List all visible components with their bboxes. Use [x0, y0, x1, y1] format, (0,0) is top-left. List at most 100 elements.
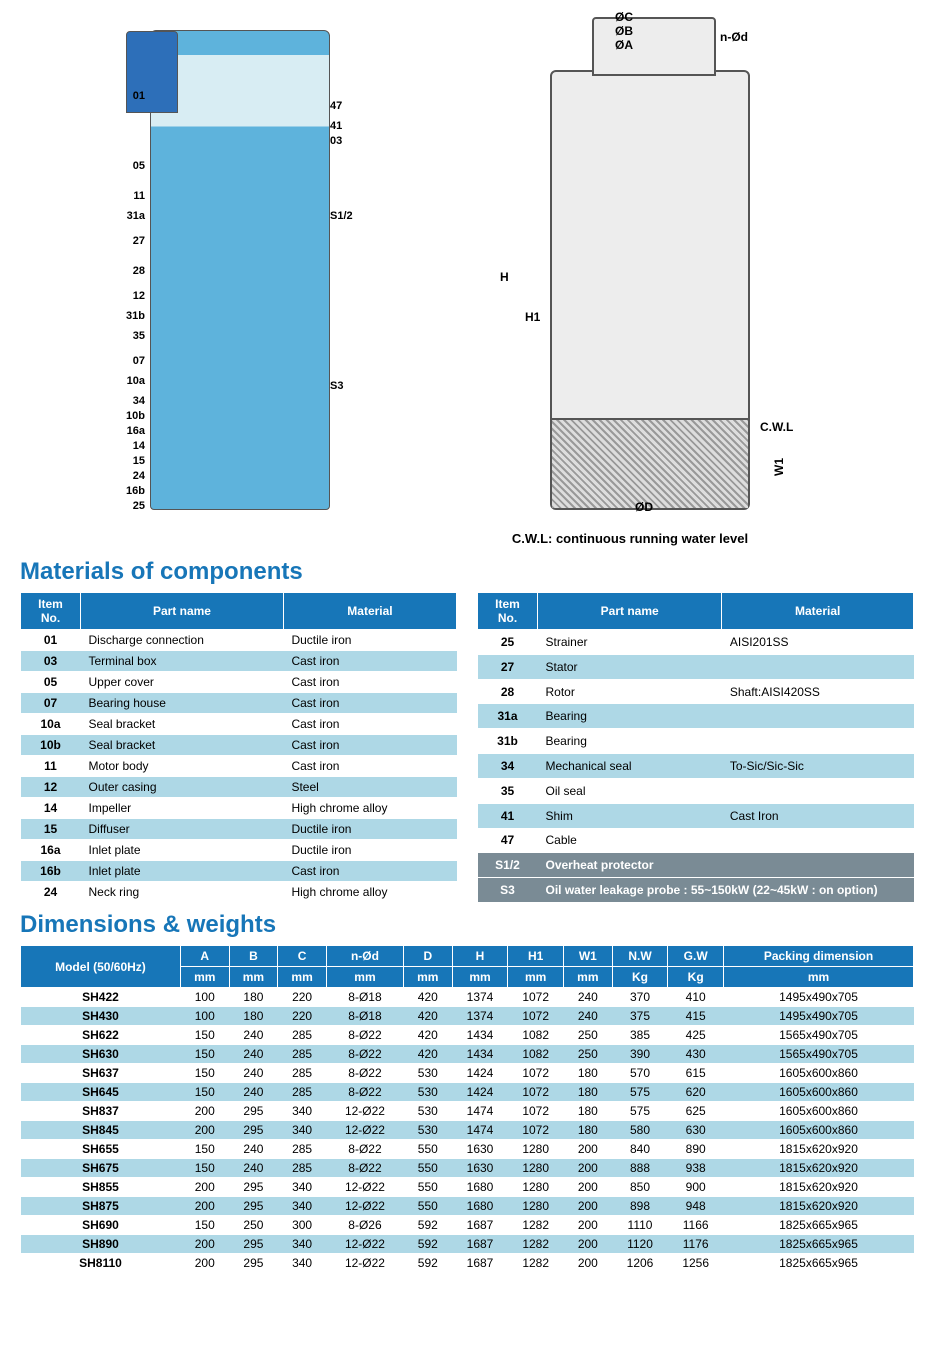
callout-05: 05 — [110, 160, 145, 172]
materials-table-left: Item No.Part nameMaterial 01Discharge co… — [20, 592, 457, 903]
table-row: SH6551502402858-Ø22550163012802008408901… — [21, 1140, 914, 1159]
cwl-note: C.W.L: continuous running water level — [440, 531, 820, 546]
col-header: n-Ød — [326, 946, 403, 967]
table-row: SH6301502402858-Ø22420143410822503904301… — [21, 1045, 914, 1064]
col-header: H — [452, 946, 508, 967]
callout-10a: 10a — [110, 375, 145, 387]
dim-h1: H1 — [525, 310, 540, 324]
outline-diagram: ØC ØB ØA n-Ød H H1 W1 ØD C.W.L C.W.L: co… — [440, 10, 820, 540]
callout-15: 15 — [110, 455, 145, 467]
materials-tables: Item No.Part nameMaterial 01Discharge co… — [0, 592, 934, 903]
table-row: 16bInlet plateCast iron — [21, 861, 457, 882]
col-header: Part name — [81, 593, 284, 630]
callout-11: 11 — [110, 190, 145, 202]
dim-cwl: C.W.L — [760, 420, 793, 434]
col-header: Material — [283, 593, 456, 630]
unit-header: mm — [403, 967, 452, 988]
table-row: SH83720029534012-Ø2253014741072180575625… — [21, 1102, 914, 1121]
unit-header: mm — [564, 967, 613, 988]
unit-header: mm — [326, 967, 403, 988]
table-row: 16aInlet plateDuctile iron — [21, 840, 457, 861]
table-row: 03Terminal boxCast iron — [21, 651, 457, 672]
cutaway-diagram: 01051131a27281231b350710a3410b16a1415241… — [20, 10, 400, 510]
table-row: 12Outer casingSteel — [21, 777, 457, 798]
callout-S3: S3 — [330, 380, 343, 392]
dim-od: ØD — [635, 500, 653, 514]
table-row: SH84520029534012-Ø2253014741072180580630… — [21, 1121, 914, 1140]
callout-14: 14 — [110, 440, 145, 452]
callout-35: 35 — [110, 330, 145, 342]
table-row: 05Upper coverCast iron — [21, 672, 457, 693]
unit-header: mm — [180, 967, 229, 988]
sensor-row: S3Oil water leakage probe : 55~150kW (22… — [478, 878, 914, 903]
table-row: 31aBearing — [478, 704, 914, 729]
unit-header: mm — [229, 967, 278, 988]
materials-heading: Materials of components — [0, 550, 934, 592]
callout-16a: 16a — [110, 425, 145, 437]
table-row: 35Oil seal — [478, 778, 914, 803]
callout-31a: 31a — [110, 210, 145, 222]
dim-w1: W1 — [772, 458, 786, 476]
col-header: Part name — [538, 593, 722, 630]
table-row: 24Neck ringHigh chrome alloy — [21, 882, 457, 903]
table-row: SH4301001802208-Ø18420137410722403754151… — [21, 1007, 914, 1026]
diagrams-row: 01051131a27281231b350710a3410b16a1415241… — [0, 0, 934, 550]
callout-34: 34 — [110, 395, 145, 407]
table-row: SH4221001802208-Ø18420137410722403704101… — [21, 988, 914, 1007]
col-header: Item No. — [478, 593, 538, 630]
dim-ob: ØB — [615, 24, 633, 38]
dim-oa: ØA — [615, 38, 633, 52]
table-row: 14ImpellerHigh chrome alloy — [21, 798, 457, 819]
table-row: SH6751502402858-Ø22550163012802008889381… — [21, 1159, 914, 1178]
callout-28: 28 — [110, 265, 145, 277]
col-header: A — [180, 946, 229, 967]
unit-header: Kg — [668, 967, 724, 988]
callout-12: 12 — [110, 290, 145, 302]
table-row: SH811020029534012-Ø225921687128220012061… — [21, 1254, 914, 1273]
table-row: 01Discharge connectionDuctile iron — [21, 630, 457, 651]
table-row: SH6901502503008-Ø26592168712822001110116… — [21, 1216, 914, 1235]
callout-10b: 10b — [110, 410, 145, 422]
callout-01: 01 — [110, 90, 145, 102]
col-header: D — [403, 946, 452, 967]
callout-07: 07 — [110, 355, 145, 367]
dimensions-table: Model (50/60Hz)ABCn-ØdDHH1W1N.WG.WPackin… — [20, 945, 914, 1273]
dim-oc: ØC — [615, 10, 633, 24]
callout-25: 25 — [110, 500, 145, 512]
table-row: SH85520029534012-Ø2255016801280200850900… — [21, 1178, 914, 1197]
unit-header: mm — [508, 967, 564, 988]
unit-header: mm — [278, 967, 327, 988]
col-header: W1 — [564, 946, 613, 967]
dim-h: H — [500, 270, 509, 284]
col-header: N.W — [612, 946, 668, 967]
sensor-row: S1/2Overheat protector — [478, 853, 914, 878]
col-header: Packing dimension — [724, 946, 914, 967]
callout-27: 27 — [110, 235, 145, 247]
col-header: Material — [722, 593, 914, 630]
table-row: 15DiffuserDuctile iron — [21, 819, 457, 840]
col-header: G.W — [668, 946, 724, 967]
callout-03: 03 — [330, 135, 342, 147]
callout-16b: 16b — [110, 485, 145, 497]
col-header: Model (50/60Hz) — [21, 946, 181, 988]
table-row: 47Cable — [478, 828, 914, 853]
callout-S1/2: S1/2 — [330, 210, 353, 222]
col-header: C — [278, 946, 327, 967]
table-row: SH6371502402858-Ø22530142410721805706151… — [21, 1064, 914, 1083]
unit-header: Kg — [612, 967, 668, 988]
table-row: 25StrainerAISI201SS — [478, 630, 914, 655]
col-header: Item No. — [21, 593, 81, 630]
callout-41: 41 — [330, 120, 342, 132]
col-header: H1 — [508, 946, 564, 967]
table-row: SH89020029534012-Ø2259216871282200112011… — [21, 1235, 914, 1254]
table-row: 34Mechanical sealTo-Sic/Sic-Sic — [478, 754, 914, 779]
table-row: 31bBearing — [478, 729, 914, 754]
table-row: 10aSeal bracketCast iron — [21, 714, 457, 735]
table-row: 41ShimCast Iron — [478, 803, 914, 828]
unit-header: mm — [452, 967, 508, 988]
table-row: 10bSeal bracketCast iron — [21, 735, 457, 756]
unit-header: mm — [724, 967, 914, 988]
callout-47: 47 — [330, 100, 342, 112]
table-row: 11Motor bodyCast iron — [21, 756, 457, 777]
table-row: SH6221502402858-Ø22420143410822503854251… — [21, 1026, 914, 1045]
